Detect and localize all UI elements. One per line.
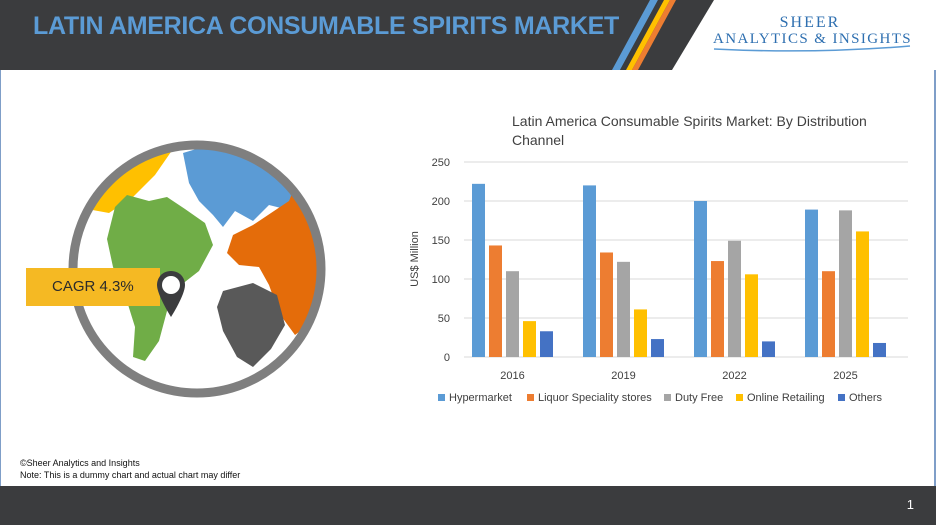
bar-liquor-speciality-stores-2022 bbox=[711, 261, 724, 357]
x-tick-label: 2019 bbox=[611, 370, 635, 382]
bar-hypermarket-2025 bbox=[805, 209, 818, 357]
brand-panel bbox=[672, 0, 936, 70]
bar-liquor-speciality-stores-2016 bbox=[489, 245, 502, 357]
bar-duty-free-2019 bbox=[617, 261, 630, 357]
bar-others-2016 bbox=[540, 331, 553, 357]
bar-others-2022 bbox=[762, 341, 775, 357]
left-border bbox=[0, 70, 1, 486]
legend-swatch bbox=[664, 394, 671, 401]
distribution-channel-chart: Latin America Consumable Spirits Market:… bbox=[409, 113, 908, 404]
right-border bbox=[934, 70, 936, 486]
legend-swatch bbox=[438, 394, 445, 401]
y-tick-label: 100 bbox=[432, 274, 450, 286]
legend-label: Others bbox=[849, 392, 883, 404]
footer-bar: 1 bbox=[0, 486, 936, 525]
cagr-callout: CAGR 4.3% bbox=[26, 268, 160, 306]
y-tick-label: 0 bbox=[444, 352, 450, 364]
bar-hypermarket-2019 bbox=[583, 185, 596, 357]
copyright-text: ©Sheer Analytics and Insights bbox=[20, 458, 140, 468]
legend-label: Online Retailing bbox=[747, 392, 825, 404]
legend-swatch bbox=[736, 394, 743, 401]
y-tick-label: 250 bbox=[432, 157, 450, 169]
bar-duty-free-2022 bbox=[728, 240, 741, 357]
brand-name-line1: SHEER bbox=[779, 14, 841, 31]
page-number: 1 bbox=[906, 497, 914, 512]
bar-liquor-speciality-stores-2019 bbox=[600, 252, 613, 357]
brand-name-line2: ANALYTICS & INSIGHTS bbox=[713, 31, 912, 47]
disclaimer-note: Note: This is a dummy chart and actual c… bbox=[20, 470, 241, 480]
y-tick-label: 200 bbox=[432, 196, 450, 208]
bar-duty-free-2025 bbox=[839, 210, 852, 357]
legend-swatch bbox=[838, 394, 845, 401]
bar-liquor-speciality-stores-2025 bbox=[822, 271, 835, 357]
legend-label: Duty Free bbox=[675, 392, 723, 404]
chart-title-line2: Channel bbox=[512, 132, 564, 148]
location-pin-icon bbox=[157, 271, 185, 317]
y-tick-label: 50 bbox=[438, 313, 450, 325]
y-tick-label: 150 bbox=[432, 235, 450, 247]
bar-online-retailing-2016 bbox=[523, 321, 536, 357]
bar-others-2019 bbox=[651, 339, 664, 357]
x-tick-label: 2022 bbox=[722, 370, 746, 382]
decorative-stripes bbox=[612, 0, 676, 70]
x-tick-label: 2016 bbox=[500, 370, 524, 382]
africa-shape bbox=[217, 283, 285, 367]
bar-hypermarket-2016 bbox=[472, 183, 485, 357]
bar-hypermarket-2022 bbox=[694, 201, 707, 357]
x-tick-label: 2025 bbox=[833, 370, 857, 382]
bar-duty-free-2016 bbox=[506, 271, 519, 357]
page-title: LATIN AMERICA CONSUMABLE SPIRITS MARKET bbox=[33, 12, 619, 40]
legend-label: Liquor Speciality stores bbox=[538, 392, 652, 404]
chart-title-line1: Latin America Consumable Spirits Market:… bbox=[512, 113, 867, 129]
legend-swatch bbox=[527, 394, 534, 401]
bar-online-retailing-2022 bbox=[745, 274, 758, 357]
legend-label: Hypermarket bbox=[449, 392, 512, 404]
bar-online-retailing-2019 bbox=[634, 309, 647, 357]
brand-swoosh-icon bbox=[713, 45, 911, 52]
bar-others-2025 bbox=[873, 342, 886, 357]
y-axis-label: US$ Million bbox=[409, 231, 421, 287]
bar-online-retailing-2025 bbox=[856, 231, 869, 357]
